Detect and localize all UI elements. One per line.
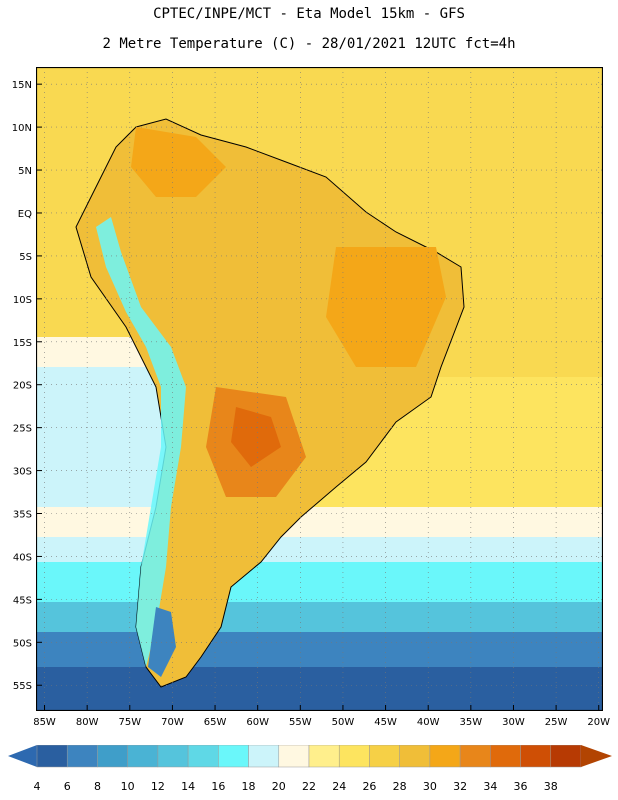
lon-label: 75W xyxy=(118,717,141,728)
colorbar-label: 4 xyxy=(34,780,41,793)
colorbar-swatch xyxy=(97,745,128,768)
colorbar-swatch xyxy=(338,745,370,768)
colorbar-swatch xyxy=(248,745,280,768)
band-4-6 xyxy=(36,667,603,711)
lat-label: 15S xyxy=(13,338,32,349)
lon-label: 30W xyxy=(502,717,525,728)
colorbar-swatch xyxy=(550,745,582,768)
lon-label: 65W xyxy=(204,717,227,728)
colorbar-swatch xyxy=(490,745,521,768)
colorbar-label: 38 xyxy=(544,780,558,793)
lat-label: 45S xyxy=(13,595,32,606)
colorbar-label: 18 xyxy=(242,780,256,793)
lon-label: 85W xyxy=(33,717,56,728)
longitude-labels: 85W 80W 75W 70W 65W 60W 55W 50W 45W 40W 35W 30W 25W 2… xyxy=(33,717,610,728)
colorbar-swatch xyxy=(127,745,159,768)
colorbar-swatch xyxy=(429,745,461,768)
lat-label: 50S xyxy=(13,638,32,649)
lon-label: 55W xyxy=(289,717,312,728)
temperature-map xyxy=(35,66,604,712)
lon-label: 60W xyxy=(246,717,269,728)
colorbar: 4 6 8 10 12 14 16 18 20 22 24 26 28 30 32 34 36 38 xyxy=(8,745,612,793)
lon-label: 45W xyxy=(374,717,397,728)
lon-label: 40W xyxy=(417,717,440,728)
colorbar-label: 16 xyxy=(211,780,225,793)
colorbar-under-arrow xyxy=(8,745,37,767)
lon-label: 80W xyxy=(76,717,99,728)
colorbar-swatch xyxy=(278,745,310,768)
venezuela-warm-zone xyxy=(131,127,226,197)
colorbar-label: 6 xyxy=(64,780,71,793)
brazil-warm-zone xyxy=(326,247,446,367)
latitude-labels: 15N 10N 5N EQ 5S 10S 15S 20S 25S 30S 35S 40S 45S 50S 5… xyxy=(12,80,32,692)
colorbar-labels: 4 6 8 10 12 14 16 18 20 22 24 26 28 30 32 34 36 38 xyxy=(34,780,558,793)
band-6-8 xyxy=(36,632,603,672)
colorbar-swatch xyxy=(520,745,552,768)
colorbar-swatch xyxy=(66,745,98,768)
colorbar-swatch xyxy=(36,745,68,768)
colorbar-label: 20 xyxy=(272,780,286,793)
lat-label: 5S xyxy=(19,252,32,263)
colorbar-label: 36 xyxy=(514,780,528,793)
colorbar-label: 30 xyxy=(423,780,437,793)
lon-label: 25W xyxy=(545,717,568,728)
colorbar-label: 12 xyxy=(151,780,165,793)
lon-label: 50W xyxy=(332,717,355,728)
colorbar-label: 22 xyxy=(302,780,316,793)
band-16-18 xyxy=(36,562,603,607)
lat-label: 25S xyxy=(13,424,32,435)
andes-cool-zone xyxy=(96,217,186,667)
colorbar-label: 32 xyxy=(453,780,467,793)
colorbar-label: 34 xyxy=(483,780,497,793)
map-title-line-1: CPTEC/INPE/MCT - Eta Model 15km - GFS xyxy=(153,6,465,22)
lat-label: 55S xyxy=(13,681,32,692)
patagonia-cold-zone xyxy=(148,607,176,677)
lat-label: 15N xyxy=(12,80,32,91)
chaco-very-hot-zone xyxy=(231,407,281,467)
colorbar-label: 8 xyxy=(94,780,101,793)
colorbar-swatches xyxy=(36,745,582,768)
lon-label: 70W xyxy=(161,717,184,728)
lon-label: 35W xyxy=(460,717,483,728)
band-12-14 xyxy=(36,602,603,637)
lat-label: 10N xyxy=(12,123,32,134)
colorbar-label: 14 xyxy=(181,780,195,793)
colorbar-swatch xyxy=(369,745,400,768)
lat-label: 10S xyxy=(13,295,32,306)
longitude-ticks xyxy=(44,705,600,711)
lat-label: 35S xyxy=(13,510,32,521)
colorbar-over-arrow xyxy=(581,745,612,767)
lat-label: 30S xyxy=(13,467,32,478)
colorbar-label: 28 xyxy=(393,780,407,793)
latitude-ticks xyxy=(36,83,42,686)
pacific-cool-band xyxy=(36,367,176,517)
colorbar-swatch xyxy=(459,745,491,768)
colorbar-swatch xyxy=(308,745,340,768)
lon-label: 20W xyxy=(587,717,610,728)
lat-label: 5N xyxy=(18,166,32,177)
map-title-line-2: 2 Metre Temperature (C) - 28/01/2021 12U… xyxy=(102,36,516,52)
colorbar-label: 10 xyxy=(121,780,135,793)
colorbar-swatch xyxy=(187,745,219,768)
colorbar-label: 26 xyxy=(362,780,376,793)
map-panel xyxy=(35,66,604,712)
colorbar-label: 24 xyxy=(332,780,346,793)
lat-label: 20S xyxy=(13,381,32,392)
colorbar-swatch xyxy=(157,745,189,768)
lat-label: EQ xyxy=(18,209,32,220)
map-frame xyxy=(35,66,604,712)
colorbar-swatch xyxy=(218,745,249,768)
lat-label: 40S xyxy=(13,552,32,563)
colorbar-swatch xyxy=(399,745,431,768)
